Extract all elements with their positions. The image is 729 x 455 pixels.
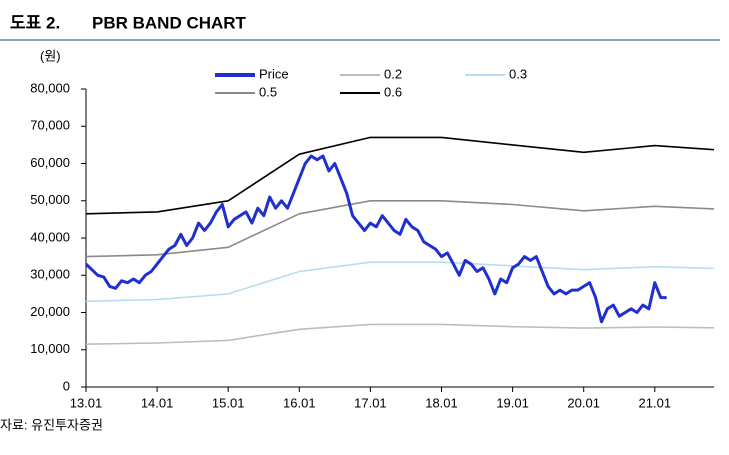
y-tick-label: 10,000 — [30, 341, 70, 356]
x-tick-label: 21.01 — [639, 395, 672, 410]
x-tick-label: 15.01 — [212, 395, 245, 410]
series-line — [84, 154, 667, 324]
y-tick-label: 80,000 — [30, 80, 70, 95]
series-line — [85, 261, 715, 303]
y-tick-label: 50,000 — [30, 192, 70, 207]
series-line — [85, 200, 715, 258]
legend-label: 0.5 — [259, 84, 277, 99]
legend-label: Price — [259, 66, 289, 81]
series-line — [85, 323, 715, 345]
y-tick-label: 60,000 — [30, 155, 70, 170]
legend-label: 0.3 — [509, 66, 527, 81]
y-unit: (원) — [40, 48, 61, 63]
x-tick-label: 18.01 — [425, 395, 458, 410]
series-line — [85, 136, 715, 215]
y-tick-label: 20,000 — [30, 304, 70, 319]
x-tick-label: 13.01 — [70, 395, 103, 410]
chart-title: PBR BAND CHART — [92, 13, 247, 32]
source: 자료: 유진투자증권 — [0, 417, 103, 432]
header-label: 도표 2. — [10, 13, 60, 32]
x-tick-label: 19.01 — [496, 395, 529, 410]
x-tick-label: 14.01 — [141, 395, 174, 410]
y-tick-label: 40,000 — [30, 229, 70, 244]
y-tick-label: 70,000 — [30, 118, 70, 133]
x-tick-label: 17.01 — [354, 395, 387, 410]
x-tick-label: 20.01 — [567, 395, 600, 410]
legend-label: 0.2 — [384, 66, 402, 81]
x-tick-label: 16.01 — [283, 395, 316, 410]
y-tick-label: 0 — [63, 378, 70, 393]
y-tick-label: 30,000 — [30, 267, 70, 282]
legend-label: 0.6 — [384, 84, 402, 99]
